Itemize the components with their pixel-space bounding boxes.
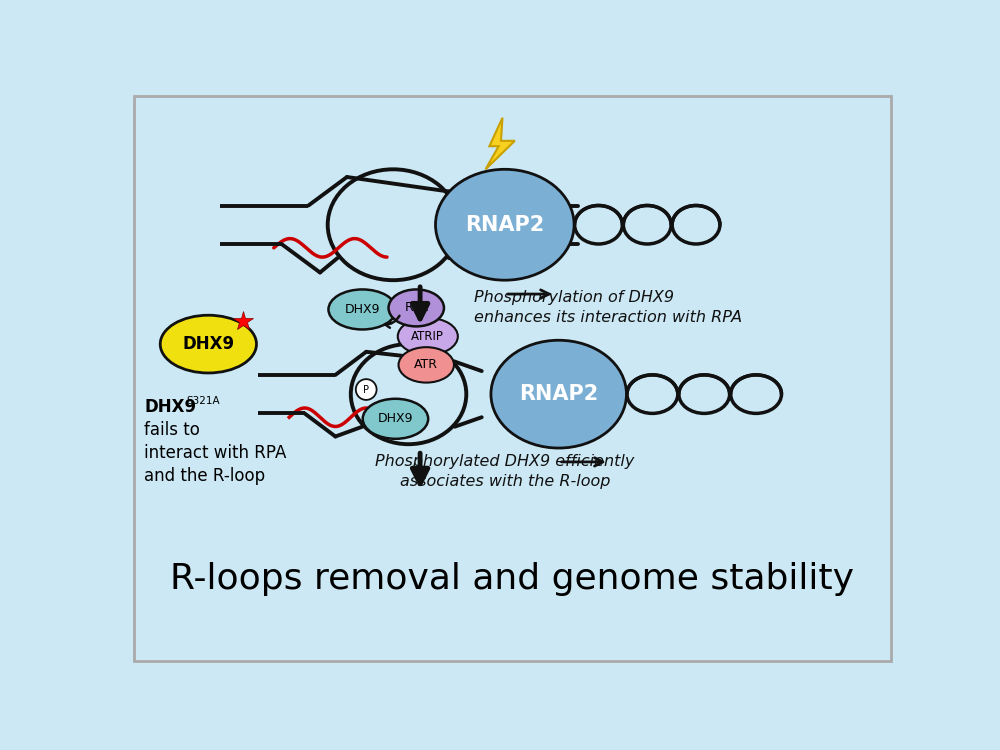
Text: DHX9: DHX9 [144, 398, 197, 416]
Text: fails to: fails to [144, 421, 200, 439]
Ellipse shape [491, 340, 626, 448]
Ellipse shape [436, 170, 574, 280]
Text: DHX9: DHX9 [345, 303, 380, 316]
Ellipse shape [389, 290, 444, 326]
Ellipse shape [398, 318, 458, 355]
Text: DHX9: DHX9 [378, 413, 413, 425]
Text: S321A: S321A [186, 396, 220, 406]
Text: ATR: ATR [414, 358, 438, 371]
Text: RPA: RPA [404, 302, 428, 314]
Ellipse shape [328, 290, 396, 329]
Circle shape [356, 380, 377, 400]
Text: interact with RPA: interact with RPA [144, 444, 287, 462]
Text: P: P [363, 385, 369, 394]
Text: ATRIP: ATRIP [411, 330, 444, 343]
Ellipse shape [160, 315, 256, 373]
Ellipse shape [399, 347, 454, 382]
Polygon shape [486, 118, 515, 170]
Text: DHX9: DHX9 [182, 335, 234, 353]
Text: R-loops removal and genome stability: R-loops removal and genome stability [170, 562, 854, 596]
Ellipse shape [363, 399, 428, 439]
Text: RNAP2: RNAP2 [519, 384, 598, 404]
Text: RNAP2: RNAP2 [465, 214, 544, 235]
Text: and the R-loop: and the R-loop [144, 467, 266, 485]
Text: Phosphorylated DHX9 efficiently
associates with the R-loop: Phosphorylated DHX9 efficiently associat… [375, 454, 634, 488]
Text: Phosphorylation of DHX9
enhances its interaction with RPA: Phosphorylation of DHX9 enhances its int… [474, 290, 742, 325]
